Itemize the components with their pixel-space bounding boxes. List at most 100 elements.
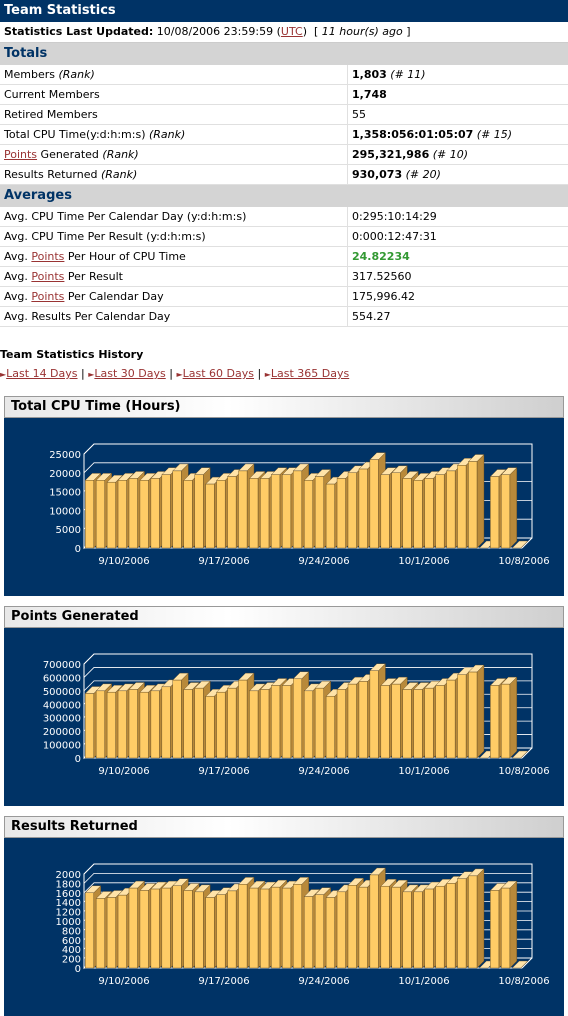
row-label: Avg. Results Per Calendar Day bbox=[4, 310, 171, 323]
row-label: Current Members bbox=[4, 88, 100, 101]
y-tick-label: 15000 bbox=[49, 488, 81, 499]
bar-front bbox=[446, 679, 456, 759]
y-tick-label: 500000 bbox=[43, 687, 81, 698]
row-label: Generated bbox=[40, 148, 99, 161]
bar bbox=[467, 454, 485, 549]
points-link[interactable]: Points bbox=[31, 290, 65, 303]
bar-front bbox=[128, 689, 138, 759]
row-value: 930,073 bbox=[352, 168, 403, 181]
bar-front bbox=[150, 478, 160, 549]
bar-front bbox=[293, 884, 302, 969]
bar-front bbox=[161, 686, 171, 759]
y-tick-label: 0 bbox=[75, 964, 81, 975]
table-row: Avg. CPU Time Per Result (y:d:h:m:s) 0:0… bbox=[0, 226, 568, 247]
bar-front bbox=[501, 474, 511, 549]
x-tick-label: 9/24/2006 bbox=[298, 556, 349, 567]
bar-front bbox=[402, 478, 412, 549]
points-link[interactable]: Points bbox=[31, 250, 65, 263]
row-prefix: Avg. bbox=[4, 270, 28, 283]
bar-front bbox=[446, 883, 456, 969]
bar-top bbox=[511, 540, 529, 549]
bar-front bbox=[216, 691, 226, 759]
last-updated-ago: 11 hour(s) ago bbox=[321, 25, 403, 38]
bar-front bbox=[128, 478, 138, 549]
y-tick-label: 1800 bbox=[56, 879, 81, 890]
bar-front bbox=[260, 888, 270, 969]
y-tick-label: 1600 bbox=[56, 889, 81, 900]
bar-front bbox=[468, 461, 478, 549]
bar-front bbox=[293, 678, 302, 759]
y-tick-label: 600 bbox=[62, 936, 81, 947]
y-tick-label: 2000 bbox=[56, 870, 81, 881]
bar-front bbox=[336, 478, 346, 549]
rank-label: (Rank) bbox=[102, 148, 139, 161]
gridline bbox=[83, 443, 532, 455]
totals-table: Members (Rank) 1,803 (# 11) Current Memb… bbox=[0, 65, 568, 185]
chart-title: Points Generated bbox=[4, 606, 564, 628]
last-14-days-link[interactable]: Last 14 Days bbox=[6, 367, 78, 380]
bar-front bbox=[402, 689, 412, 759]
chart-panel: 0 5000 10000 15000 20000 25000 9/10/2006 9/17/2… bbox=[4, 418, 564, 596]
bar-front bbox=[150, 888, 160, 969]
bar-front bbox=[325, 483, 335, 549]
chart-panel: 0 200 400 600 800 1000 1200 1400 1600 1800 2000 9/1… bbox=[4, 838, 564, 1016]
bar-front bbox=[293, 470, 302, 549]
table-row: Retired Members 55 bbox=[0, 104, 568, 125]
gridline bbox=[83, 863, 532, 875]
bar-front bbox=[128, 887, 138, 969]
bar-front bbox=[446, 470, 456, 549]
bar-front bbox=[106, 897, 116, 969]
table-row: Avg. Points Per Hour of CPU Time 24.8223… bbox=[0, 246, 568, 267]
bar-front bbox=[413, 480, 423, 549]
bar-front bbox=[227, 687, 237, 759]
last-365-days-link[interactable]: Last 365 Days bbox=[270, 367, 350, 380]
bar-front bbox=[424, 888, 434, 969]
y-tick-label: 1000 bbox=[56, 917, 81, 928]
bar-front bbox=[95, 690, 105, 759]
row-value: 1,748 bbox=[352, 88, 387, 101]
row-label: Avg. CPU Time Per Calendar Day (y:d:h:m:… bbox=[4, 210, 247, 223]
y-tick-label: 200000 bbox=[43, 727, 81, 738]
bar-front bbox=[271, 474, 281, 549]
x-tick-label: 10/8/2006 bbox=[498, 556, 549, 567]
bar-front bbox=[490, 476, 500, 549]
bar-front bbox=[413, 689, 423, 759]
x-tick-label: 10/1/2006 bbox=[398, 556, 449, 567]
bar-front bbox=[106, 481, 116, 549]
bar-front bbox=[468, 875, 478, 969]
bar-front bbox=[336, 689, 346, 759]
bar-front bbox=[358, 468, 368, 549]
row-rank: (# 15) bbox=[476, 128, 513, 141]
x-tick-label: 10/1/2006 bbox=[398, 976, 449, 987]
x-tick-label: 9/10/2006 bbox=[98, 976, 149, 987]
link-separator: | bbox=[169, 367, 173, 380]
bar-front bbox=[172, 470, 182, 549]
bar-front bbox=[85, 693, 94, 759]
bar-front bbox=[183, 890, 193, 969]
points-link[interactable]: Points bbox=[4, 148, 38, 161]
y-tick-label: 20000 bbox=[49, 469, 81, 480]
x-tick-label: 9/24/2006 bbox=[298, 976, 349, 987]
table-row: Points Generated (Rank) 295,321,986 (# 1… bbox=[0, 144, 568, 165]
row-value: 175,996.42 bbox=[352, 290, 415, 303]
bar-front bbox=[282, 685, 292, 759]
gridline bbox=[83, 462, 532, 474]
bar bbox=[500, 880, 518, 969]
last-60-days-link[interactable]: Last 60 Days bbox=[182, 367, 254, 380]
y-tick-label: 400000 bbox=[43, 700, 81, 711]
bar-front bbox=[391, 886, 401, 969]
bar-front bbox=[194, 474, 204, 549]
table-row: Members (Rank) 1,803 (# 11) bbox=[0, 65, 568, 85]
table-row: Total CPU Time(y:d:h:m:s) (Rank) 1,358:0… bbox=[0, 124, 568, 145]
page-title: Team Statistics bbox=[4, 3, 116, 18]
rank-label: (Rank) bbox=[149, 128, 186, 141]
bar-front bbox=[457, 465, 467, 549]
bar-front bbox=[413, 891, 423, 969]
utc-link[interactable]: UTC bbox=[280, 25, 303, 38]
last-30-days-link[interactable]: Last 30 Days bbox=[94, 367, 166, 380]
gridline bbox=[83, 873, 532, 884]
row-label: Retired Members bbox=[4, 108, 98, 121]
y-tick-label: 300000 bbox=[43, 714, 81, 725]
points-link[interactable]: Points bbox=[31, 270, 65, 283]
